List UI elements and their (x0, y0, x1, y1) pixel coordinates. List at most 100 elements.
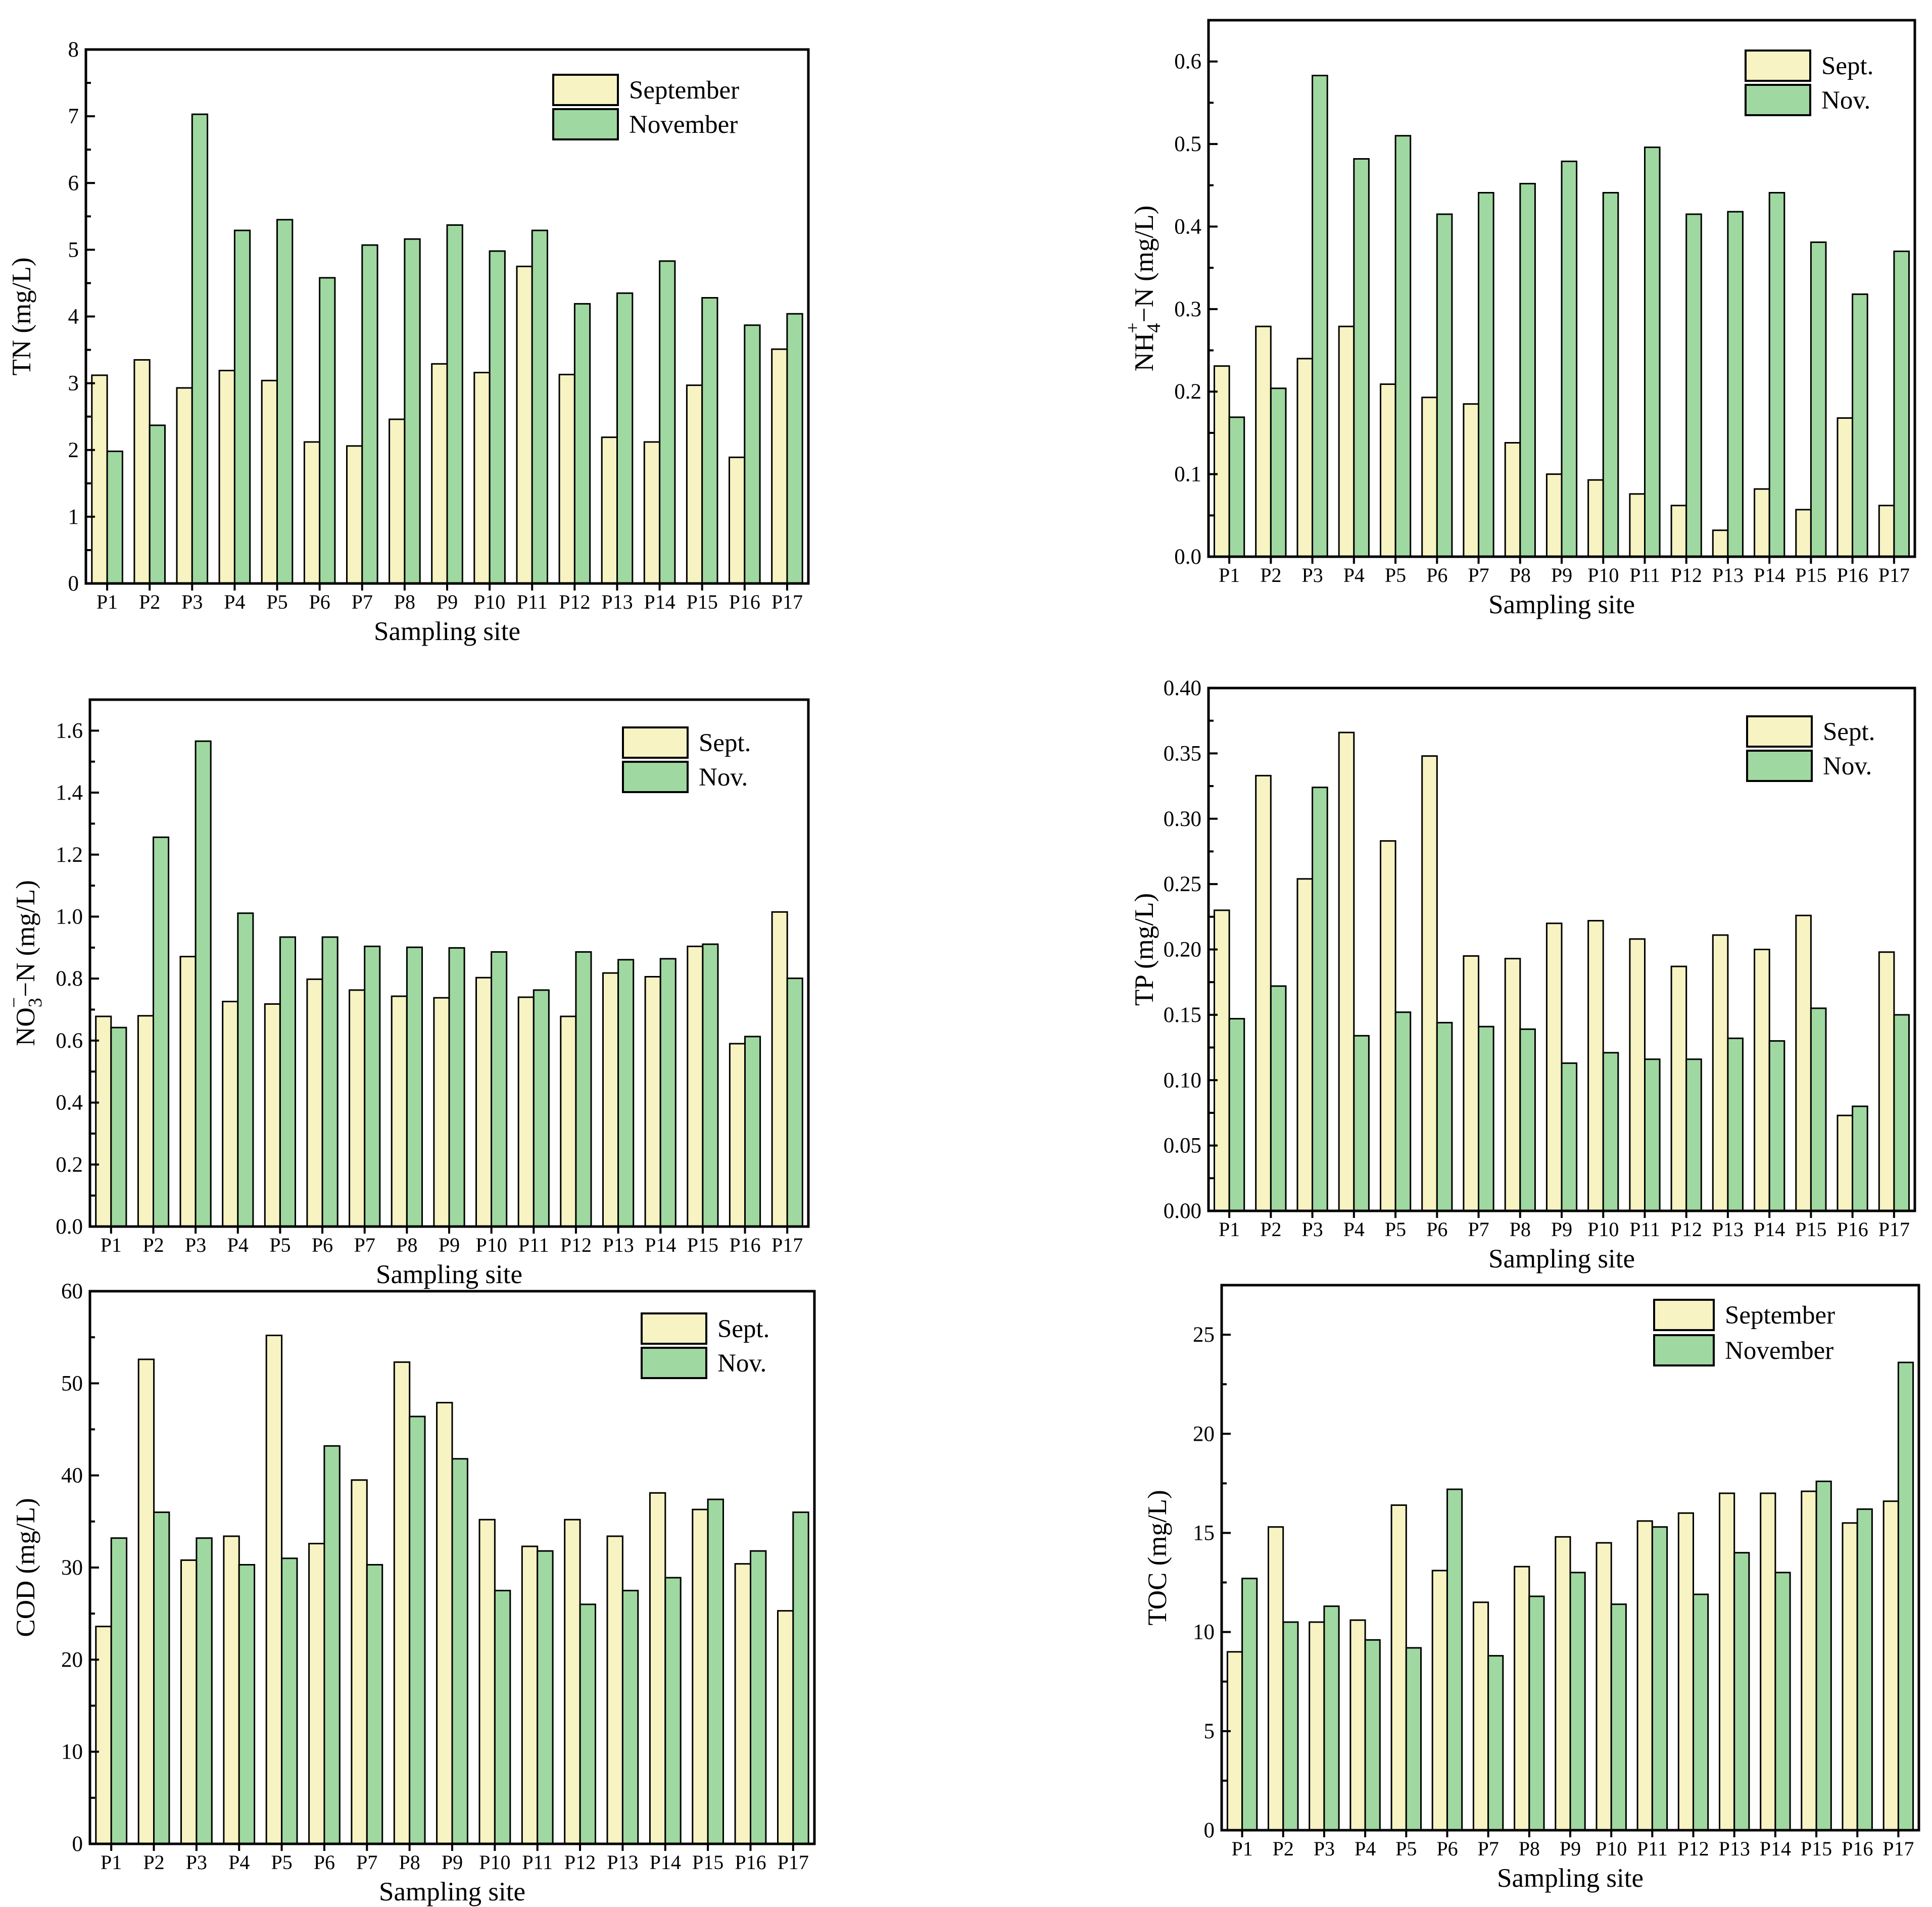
x-tick-label: P17 (771, 591, 803, 613)
bar-nh4-sep-P8 (1504, 442, 1521, 558)
y-tick-label: 1 (68, 505, 79, 529)
y-tick-label: 0.4 (56, 1091, 83, 1115)
bar-tn-sep-P17 (771, 348, 788, 584)
chart-panel-cod: 0 10 20 30 40 50 60 P1 P2 P3 P4 P5 P6 P7 P8 P9 P10 P11 P12… (11, 1280, 816, 1906)
x-tick-label: P17 (1878, 564, 1910, 586)
x-tick-label: P10 (476, 1234, 507, 1256)
y-tick-label: 10 (61, 1740, 83, 1764)
y-tick-label: 0.10 (1164, 1068, 1201, 1092)
bar-nh4-sep-P13 (1712, 529, 1729, 558)
bar-toc-sep-P8 (1514, 1566, 1530, 1831)
bar-cod-sep-P11 (521, 1545, 539, 1845)
bar-nh4-sep-P2 (1255, 325, 1272, 558)
x-tick-label: P8 (1510, 1218, 1531, 1241)
chart-panel-tn: 0 1 2 3 4 5 6 7 8 P1 P2 P3 P4 P5 P6 P7 P8 P9 P10 P11 P12 P13 P… (7, 38, 810, 646)
x-tick-label: P16 (1842, 1837, 1873, 1860)
x-tick-label: P5 (1385, 564, 1406, 586)
bar-tn-sep-P9 (431, 363, 448, 584)
y-tick-label: 60 (61, 1280, 83, 1303)
bar-cod-sep-P15 (692, 1508, 709, 1845)
bar-no3-sep-P9 (433, 997, 450, 1228)
bar-no3-nov-P7 (364, 945, 381, 1228)
bar-tn-nov-P17 (786, 313, 803, 584)
x-tick-label: P14 (1754, 1218, 1785, 1241)
y-tick-label: 1.2 (56, 843, 83, 867)
bar-cod-sep-P7 (351, 1479, 368, 1845)
chart-panel-toc: 0 5 10 15 20 25 P1 P2 P3 P4 P5 P6 P7 P8 P9 P10 P11 P12 P13… (1143, 1284, 1920, 1893)
bar-nh4-sep-P7 (1463, 403, 1479, 558)
x-tick-label: P13 (1719, 1837, 1750, 1860)
bar-no3-sep-P16 (729, 1043, 746, 1228)
bar-no3-nov-P16 (744, 1036, 761, 1228)
bar-nh4-sep-P9 (1545, 473, 1563, 558)
y-tick-label: 0.0 (1174, 545, 1201, 569)
bar-tn-nov-P12 (573, 303, 591, 584)
bar-tn-sep-P10 (473, 372, 491, 584)
bar-toc-sep-P16 (1842, 1522, 1858, 1831)
bar-cod-sep-P5 (265, 1335, 283, 1845)
legend-label-nov: Nov. (1821, 86, 1870, 115)
bar-nh4-nov-P6 (1436, 213, 1453, 558)
x-tick-label: P12 (560, 1234, 592, 1256)
y-tick-label: 0.05 (1164, 1134, 1201, 1158)
bar-tp-nov-P4 (1353, 1035, 1370, 1212)
x-tick-label: P2 (142, 1234, 164, 1256)
bar-tp-sep-P13 (1712, 934, 1729, 1212)
bar-toc-nov-P13 (1733, 1552, 1750, 1831)
y-tick-label: 0.20 (1164, 938, 1201, 962)
x-tick-label: P15 (1795, 1218, 1826, 1241)
bar-tp-nov-P15 (1810, 1007, 1827, 1212)
x-tick-label: P12 (564, 1851, 596, 1874)
y-tick-label: 0.5 (1174, 132, 1201, 156)
bar-toc-sep-P12 (1677, 1512, 1695, 1831)
bar-no3-nov-P13 (617, 959, 635, 1228)
bar-toc-nov-P17 (1897, 1361, 1914, 1831)
bar-toc-sep-P6 (1431, 1570, 1448, 1831)
bar-tn-nov-P6 (319, 277, 336, 584)
bar-cod-nov-P8 (409, 1415, 426, 1845)
x-tick-label: P4 (1355, 1837, 1376, 1860)
bar-tn-nov-P4 (233, 229, 251, 584)
legend-label-nov: November (1725, 1337, 1833, 1365)
y-tick-label: 0.6 (56, 1029, 83, 1053)
x-tick-label: P5 (1395, 1837, 1417, 1860)
y-axis-title: NH4+−N (mg/L) (1122, 206, 1165, 372)
legend-swatch-sep (1746, 715, 1813, 748)
x-tick-label: P11 (517, 591, 548, 613)
bar-toc-sep-P10 (1596, 1542, 1612, 1831)
bar-tp-sep-P15 (1795, 914, 1812, 1212)
x-tick-label: P11 (1637, 1837, 1668, 1860)
x-tick-label: P11 (1629, 564, 1660, 586)
x-tick-label: P16 (735, 1851, 766, 1874)
bar-no3-sep-P17 (771, 911, 788, 1228)
chart-panel-nh4: 0.0 0.1 0.2 0.3 0.4 0.5 0.6 P1 P2 P3 P4 P5 P6 P7 P8 P9 P… (1122, 19, 1916, 619)
x-tick-label: P7 (356, 1851, 377, 1874)
bar-cod-nov-P10 (494, 1590, 511, 1845)
x-tick-label: P2 (1273, 1837, 1294, 1860)
x-tick-label: P11 (518, 1234, 549, 1256)
bar-tn-sep-P3 (176, 387, 193, 584)
x-tick-label: P1 (1231, 1837, 1252, 1860)
x-tick-label: P6 (314, 1851, 335, 1874)
bar-toc-nov-P5 (1405, 1647, 1422, 1831)
bar-cod-nov-P12 (579, 1603, 596, 1845)
legend-label-sep: September (629, 76, 739, 105)
x-tick-label: P3 (1314, 1837, 1335, 1860)
y-tick-label: 8 (68, 38, 79, 62)
bar-tp-sep-P2 (1255, 774, 1272, 1212)
x-tick-label: P5 (269, 1234, 291, 1256)
bar-tp-sep-P17 (1878, 951, 1895, 1212)
y-tick-label: 0.3 (1174, 298, 1201, 321)
x-tick-label: P4 (1343, 1218, 1365, 1241)
bar-nh4-sep-P14 (1754, 488, 1770, 558)
y-tick-label: 25 (1193, 1323, 1215, 1347)
bar-cod-sep-P4 (223, 1535, 240, 1845)
x-tick-label: P16 (729, 591, 760, 613)
bar-tn-nov-P3 (191, 113, 209, 584)
y-tick-label: 6 (68, 171, 79, 195)
bar-nh4-nov-P9 (1561, 160, 1578, 558)
bar-nh4-nov-P15 (1810, 241, 1827, 558)
x-tick-label: P6 (1426, 564, 1447, 586)
bar-no3-nov-P17 (786, 977, 803, 1228)
bar-no3-sep-P5 (264, 1003, 281, 1228)
